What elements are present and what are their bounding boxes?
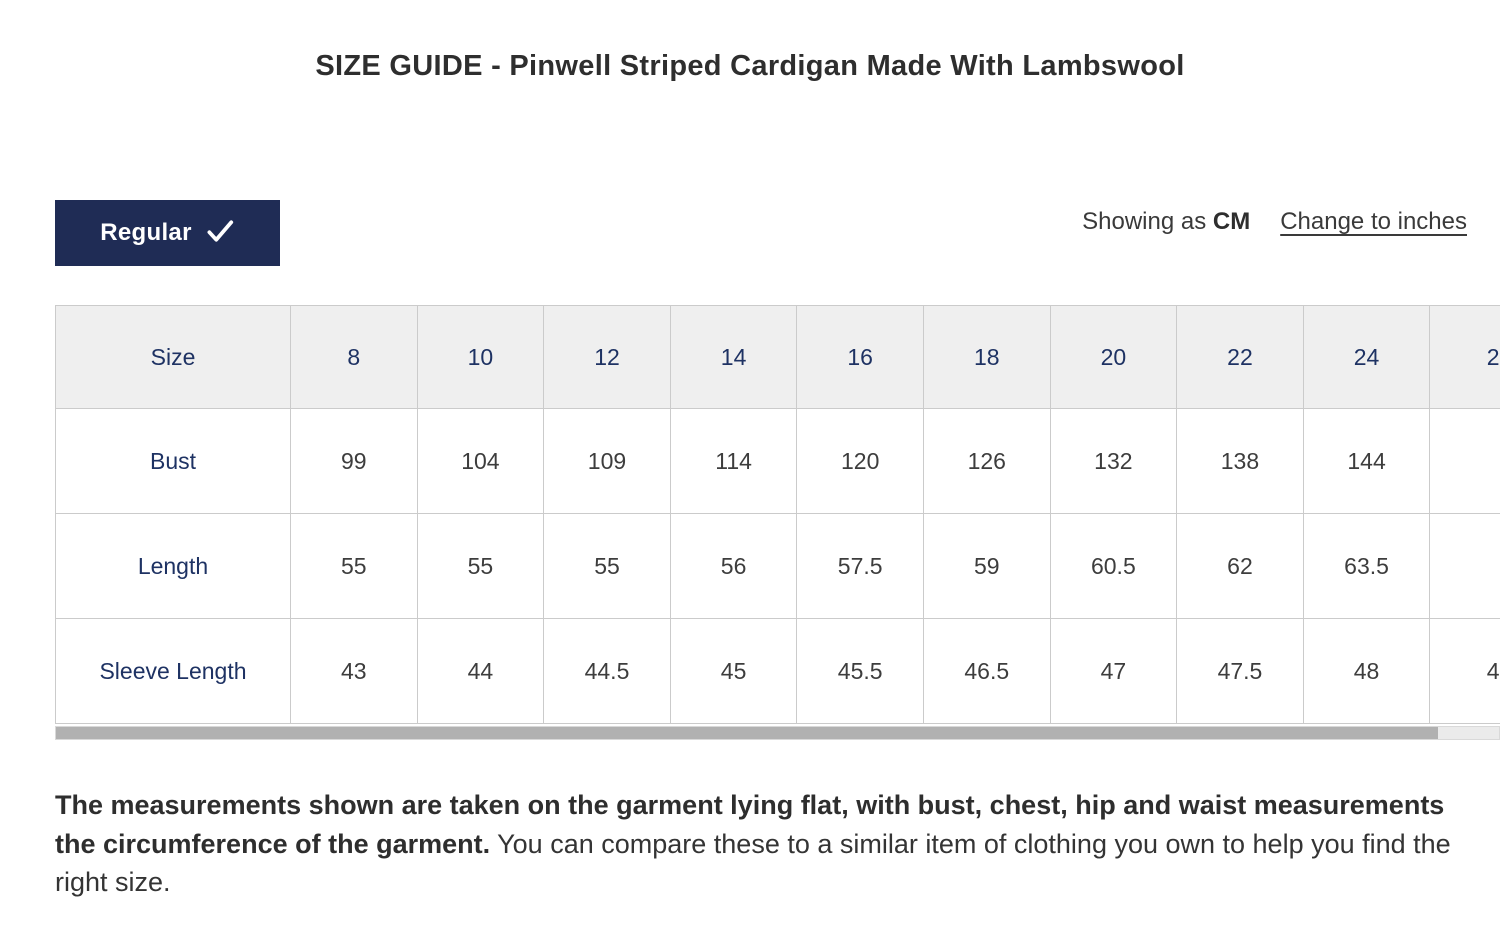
fit-tab-label: Regular xyxy=(100,219,192,246)
size-cell: 48 xyxy=(1302,618,1431,724)
table-row-bust: Bust 99 104 109 114 120 126 132 138 144 xyxy=(55,408,1500,514)
size-col-header: 22 xyxy=(1176,305,1304,409)
size-cell: 109 xyxy=(543,408,671,514)
unit-value: CM xyxy=(1212,208,1251,235)
size-col-header: 8 xyxy=(290,305,418,409)
size-table-header-row: Size 8 10 12 14 16 18 20 22 24 2 xyxy=(55,305,1500,409)
size-col-header: 14 xyxy=(669,305,798,409)
size-header-label: Size xyxy=(55,305,291,409)
measurement-note-regular: You can compare these to a similar item … xyxy=(55,828,1451,898)
horizontal-scrollbar[interactable] xyxy=(55,726,1500,740)
size-cell: 120 xyxy=(796,408,924,514)
size-table: Size 8 10 12 14 16 18 20 22 24 2 Bust 99 xyxy=(55,305,1500,724)
row-label: Bust xyxy=(55,408,291,514)
size-cell: 45 xyxy=(669,618,798,724)
size-cell xyxy=(1429,513,1500,619)
size-cell: 46.5 xyxy=(922,618,1051,724)
table-row-sleeve-length: Sleeve Length 43 44 44.5 45 45.5 46.5 47… xyxy=(55,618,1500,724)
unit-bar: Showing as CM Change to inches xyxy=(1082,208,1467,236)
size-cell: 55 xyxy=(416,513,545,619)
measurement-note-bold: The measurements shown are taken on the … xyxy=(55,790,1445,859)
size-cell: 47.5 xyxy=(1176,618,1304,724)
size-col-header: 10 xyxy=(416,305,545,409)
unit-indicator-text: Showing as xyxy=(1082,208,1213,235)
size-col-header: 18 xyxy=(922,305,1051,409)
scrollbar-thumb[interactable] xyxy=(56,727,1438,739)
size-guide-title: SIZE GUIDE - Pinwell Striped Cardigan Ma… xyxy=(315,50,1185,82)
size-cell: 138 xyxy=(1176,408,1304,514)
size-cell: 144 xyxy=(1302,408,1431,514)
size-cell: 55 xyxy=(290,513,418,619)
size-cell: 43 xyxy=(290,618,418,724)
size-col-header: 24 xyxy=(1302,305,1431,409)
row-label: Sleeve Length xyxy=(55,618,291,724)
fit-tab-regular[interactable]: Regular xyxy=(55,200,280,266)
size-cell: 62 xyxy=(1176,513,1304,619)
size-col-header: 20 xyxy=(1049,305,1178,409)
size-cell: 132 xyxy=(1049,408,1178,514)
size-cell: 55 xyxy=(543,513,671,619)
size-cell: 126 xyxy=(922,408,1051,514)
size-col-header: 2 xyxy=(1429,305,1500,409)
size-cell: 104 xyxy=(416,408,545,514)
size-cell: 44 xyxy=(416,618,545,724)
measurement-note: The measurements shown are taken on the … xyxy=(55,786,1455,902)
size-cell xyxy=(1429,408,1500,514)
size-cell: 57.5 xyxy=(796,513,924,619)
size-table-viewport[interactable]: Size 8 10 12 14 16 18 20 22 24 2 Bust 99 xyxy=(55,305,1500,724)
size-cell: 44.5 xyxy=(543,618,671,724)
size-cell: 60.5 xyxy=(1049,513,1178,619)
size-cell: 114 xyxy=(669,408,798,514)
size-cell: 45.5 xyxy=(796,618,924,724)
size-col-header: 16 xyxy=(796,305,924,409)
change-units-link[interactable]: Change to inches xyxy=(1280,208,1467,235)
size-cell: 63.5 xyxy=(1302,513,1431,619)
unit-indicator: Showing as CM xyxy=(1082,208,1250,236)
size-cell: 47 xyxy=(1049,618,1178,724)
size-col-header: 12 xyxy=(543,305,671,409)
size-cell: 56 xyxy=(669,513,798,619)
checkmark-icon xyxy=(205,216,235,246)
size-cell: 99 xyxy=(290,408,418,514)
table-row-length: Length 55 55 55 56 57.5 59 60.5 62 63.5 xyxy=(55,513,1500,619)
size-cell: 4 xyxy=(1429,618,1500,724)
size-cell: 59 xyxy=(922,513,1051,619)
row-label: Length xyxy=(55,513,291,619)
